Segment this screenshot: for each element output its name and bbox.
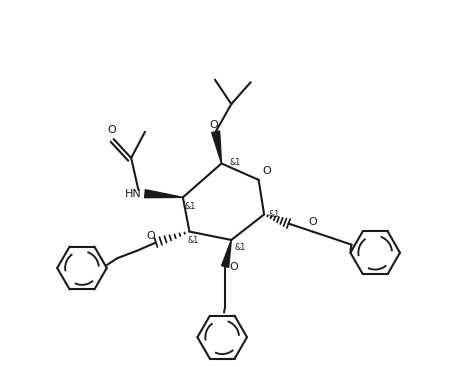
Polygon shape [222,240,231,268]
Polygon shape [212,131,222,163]
Text: O: O [308,217,317,227]
Text: &1: &1 [269,210,280,219]
Text: O: O [230,262,238,272]
Text: HN: HN [125,189,142,199]
Text: O: O [107,125,116,135]
Text: &1: &1 [230,157,241,167]
Text: O: O [262,166,271,176]
Text: O: O [209,120,218,130]
Text: &1: &1 [234,243,246,252]
Text: O: O [146,231,155,241]
Polygon shape [145,190,183,198]
Text: &1: &1 [185,202,196,211]
Text: &1: &1 [188,236,199,245]
